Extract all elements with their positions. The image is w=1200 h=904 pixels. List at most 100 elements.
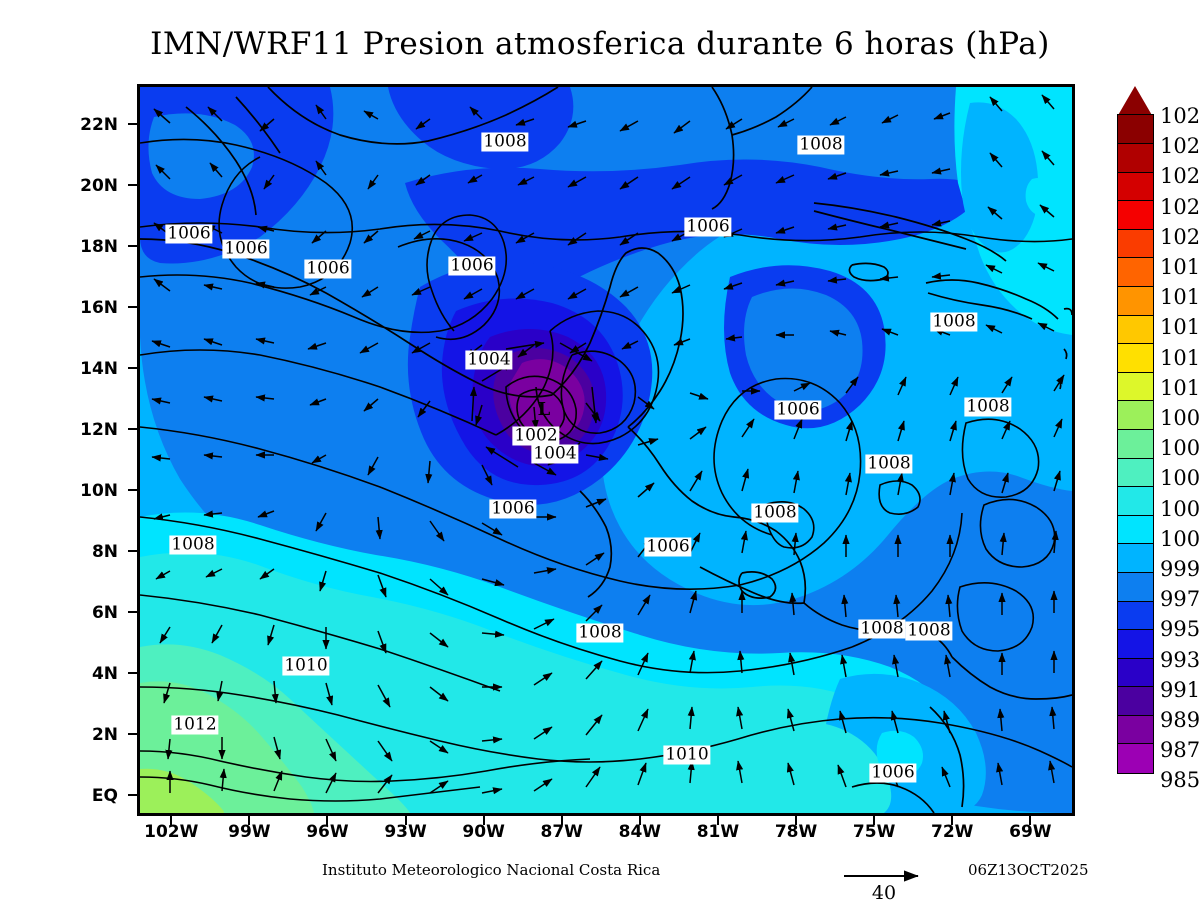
colorbar-cell[interactable] (1117, 457, 1154, 488)
y-axis-label-4n: 4N (91, 663, 118, 684)
x-axis-label-69w: 69W (1009, 822, 1052, 842)
pressure-field-svg: L (140, 87, 1072, 813)
contour-label: 1004 (531, 443, 579, 464)
colorbar-cell[interactable] (1117, 657, 1154, 688)
contour-label: 1008 (964, 396, 1012, 417)
colorbar-tick-label: 997 (1160, 587, 1200, 612)
y-axis-tick (128, 427, 137, 430)
colorbar-cell[interactable] (1117, 686, 1154, 717)
colorbar-tick-label: 1003 (1160, 496, 1200, 521)
colorbar-cells[interactable] (1117, 114, 1154, 774)
x-axis-label-99w: 99W (228, 822, 271, 842)
colorbar-tick-label: 1019 (1160, 255, 1200, 279)
x-axis-label-78w: 78W (774, 822, 818, 842)
colorbar-cell[interactable] (1117, 600, 1154, 631)
colorbar-tick-label: 1005 (1160, 466, 1200, 491)
timestamp-label: 06Z13OCT2025 (968, 861, 1089, 879)
contour-label: 1006 (644, 536, 692, 557)
x-axis-tick (638, 816, 641, 825)
y-axis-label-8n: 8N (91, 541, 118, 562)
colorbar-tick-label: 1023 (1160, 194, 1200, 219)
svg-text:L: L (538, 399, 551, 420)
contour-label: 1006 (774, 399, 822, 420)
colorbar-cell[interactable] (1117, 371, 1154, 402)
wind-arrow-icon (844, 870, 919, 882)
colorbar-cell[interactable] (1117, 571, 1154, 603)
wind-scale-key: 40 (840, 866, 950, 904)
colorbar-tick-label: 1025 (1160, 164, 1200, 189)
y-axis-tick (128, 732, 137, 735)
colorbar-cell[interactable] (1117, 714, 1154, 746)
x-axis-label-84w: 84W (618, 822, 662, 842)
contour-label: 1006 (684, 216, 732, 237)
colorbar-cell[interactable] (1117, 400, 1154, 431)
colorbar-cell[interactable] (1117, 257, 1154, 288)
y-axis-tick (128, 183, 137, 186)
y-axis-tick (128, 122, 137, 125)
colorbar-tick-label: 1015 (1160, 315, 1200, 340)
colorbar-tick-label: 989 (1160, 708, 1200, 732)
colorbar-over-arrow (1117, 86, 1153, 117)
colorbar-tick-label: 1013 (1160, 345, 1200, 370)
y-axis-label-6n: 6N (91, 602, 118, 623)
colorbar-cell[interactable] (1117, 486, 1154, 517)
x-axis-label-75w: 75W (852, 822, 896, 842)
x-axis-tick (716, 816, 719, 825)
contour-label: 1008 (865, 453, 913, 474)
institute-credit: Instituto Meteorologico Nacional Costa R… (322, 861, 661, 879)
x-axis-label-96w: 96W (306, 822, 349, 842)
contour-label: 1006 (448, 255, 496, 276)
x-axis-label-90w: 90W (462, 822, 505, 842)
y-axis-label-18n: 18N (80, 236, 118, 257)
y-axis-label-2n: 2N (91, 724, 118, 745)
y-axis-label-12n: 12N (80, 419, 118, 440)
contour-label: 1012 (171, 714, 219, 735)
colorbar-cell[interactable] (1117, 285, 1154, 317)
colorbar-tick-label: 991 (1160, 677, 1200, 702)
contour-label: 1008 (797, 134, 845, 155)
x-axis-tick (482, 816, 485, 825)
y-axis-label-16n: 16N (80, 297, 118, 318)
page-title: IMN/WRF11 Presion atmosferica durante 6 … (150, 26, 1050, 62)
y-axis-tick (128, 610, 137, 613)
colorbar-cell[interactable] (1117, 343, 1154, 374)
colorbar-cell[interactable] (1117, 743, 1154, 774)
contour-label: 1006 (489, 498, 537, 519)
colorbar-cell[interactable] (1117, 171, 1154, 202)
colorbar-cell[interactable] (1117, 428, 1154, 460)
colorbar-cell[interactable] (1117, 314, 1154, 345)
contour-label: 1008 (905, 620, 953, 641)
colorbar-cell[interactable] (1117, 543, 1154, 574)
contour-label: 1008 (481, 131, 529, 152)
y-axis-label-14n: 14N (80, 358, 118, 379)
colorbar-cell[interactable] (1117, 143, 1154, 174)
y-axis-label-eq: EQ (91, 785, 118, 806)
x-axis-tick (248, 816, 251, 825)
x-axis-tick (560, 816, 563, 825)
colorbar-cell[interactable] (1117, 514, 1154, 545)
colorbar-cell[interactable] (1117, 629, 1154, 660)
contour-label: 1010 (282, 655, 330, 676)
colorbar-tick-label: 1017 (1160, 285, 1200, 310)
contour-label: 1002 (512, 425, 560, 446)
x-axis-tick (170, 816, 173, 825)
colorbar-tick-label: 993 (1160, 647, 1200, 672)
y-axis-tick (128, 549, 137, 552)
contour-label: 1006 (165, 223, 213, 244)
contour-label: 1006 (869, 762, 917, 783)
y-axis-tick (128, 305, 137, 308)
x-axis-tick (404, 816, 407, 825)
colorbar-cell[interactable] (1117, 228, 1154, 259)
x-axis-label-72w: 72W (931, 822, 974, 842)
colorbar-cell[interactable] (1117, 200, 1154, 231)
x-axis-label-102w: 102W (144, 822, 199, 842)
colorbar-cell[interactable] (1117, 114, 1154, 145)
x-axis-tick (1029, 816, 1032, 825)
x-axis-label-81w: 81W (696, 822, 740, 842)
map-plot-area[interactable]: L 1008 1008 1006 1006 1006 1006 1006 1008 1004 10… (137, 84, 1075, 816)
y-axis-tick (128, 488, 137, 491)
